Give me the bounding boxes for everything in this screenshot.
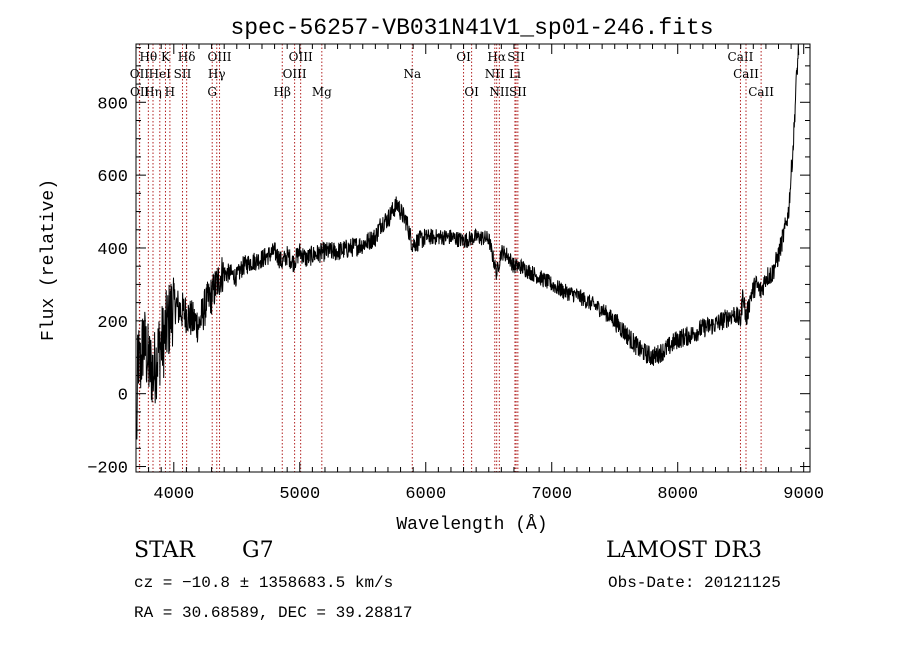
spectrum-line bbox=[136, 44, 800, 440]
spectral-subclass: G7 bbox=[242, 538, 274, 563]
x-tick-label: 7000 bbox=[531, 485, 572, 504]
y-tick-label: 600 bbox=[97, 168, 128, 187]
y-tick-label: 0 bbox=[118, 387, 128, 406]
y-tick-label: 400 bbox=[97, 241, 128, 260]
line-marker-label: OI bbox=[464, 85, 479, 99]
y-axis-label: Flux (relative) bbox=[39, 179, 59, 341]
y-tick-label: 800 bbox=[97, 95, 128, 114]
x-tick-label: 5000 bbox=[279, 485, 320, 504]
line-marker-label: G bbox=[207, 85, 217, 99]
redshift-readout: cz = −10.8 ± 1358683.5 km/s bbox=[134, 574, 394, 592]
line-marker-label: Hδ bbox=[178, 50, 196, 64]
y-axis-ticks: −200 0 200 400 600 800 bbox=[87, 47, 810, 479]
x-tick-label: 8000 bbox=[657, 485, 698, 504]
line-marker-label: OI bbox=[456, 50, 471, 64]
line-marker-label: OIII bbox=[283, 67, 307, 81]
line-marker-label: NII bbox=[485, 67, 505, 81]
line-marker-label: OIII bbox=[207, 50, 231, 64]
line-marker-label: Hη bbox=[144, 85, 162, 99]
line-marker-label: Hβ bbox=[274, 85, 291, 99]
x-axis-label: Wavelength (Å) bbox=[396, 514, 547, 535]
chart-title: spec-56257-VB031N41V1_sp01-246.fits bbox=[230, 15, 713, 41]
object-type: STAR bbox=[134, 538, 195, 563]
observation-date: Obs-Date: 20121125 bbox=[608, 574, 781, 592]
x-tick-label: 6000 bbox=[405, 485, 446, 504]
line-marker-label: CaII bbox=[733, 67, 759, 81]
line-marker-label: SII bbox=[507, 50, 525, 64]
line-marker-label: SII bbox=[174, 67, 192, 81]
line-marker-label: K bbox=[161, 50, 171, 64]
line-marker-label: OII bbox=[130, 85, 150, 99]
x-tick-label: 9000 bbox=[783, 485, 824, 504]
line-marker-label: H bbox=[165, 85, 175, 99]
line-marker-label: Hγ bbox=[208, 67, 226, 81]
survey-name: LAMOST DR3 bbox=[606, 538, 762, 563]
x-axis-ticks: 4000 5000 6000 7000 8000 9000 bbox=[135, 44, 824, 504]
y-tick-label: 200 bbox=[97, 314, 128, 333]
plot-frame bbox=[135, 43, 811, 473]
line-marker-label: Mg bbox=[312, 85, 332, 99]
line-marker-label: NII bbox=[489, 85, 509, 99]
line-marker-label: Li bbox=[509, 67, 521, 81]
x-tick-label: 4000 bbox=[153, 485, 194, 504]
coordinates-readout: RA = 30.68589, DEC = 39.28817 bbox=[134, 604, 413, 622]
line-marker-label: Hα bbox=[487, 50, 506, 64]
line-marker-label: Hθ bbox=[139, 50, 157, 64]
line-marker-label: SII bbox=[509, 85, 527, 99]
line-marker-label: Na bbox=[403, 67, 421, 81]
line-marker-label: CaII bbox=[728, 50, 754, 64]
line-marker-label: OIII bbox=[289, 50, 313, 64]
line-marker-label: OII bbox=[130, 67, 150, 81]
line-marker-label: CaII bbox=[748, 85, 774, 99]
line-marker-label: HeI bbox=[149, 67, 172, 81]
y-tick-label: −200 bbox=[87, 460, 128, 479]
